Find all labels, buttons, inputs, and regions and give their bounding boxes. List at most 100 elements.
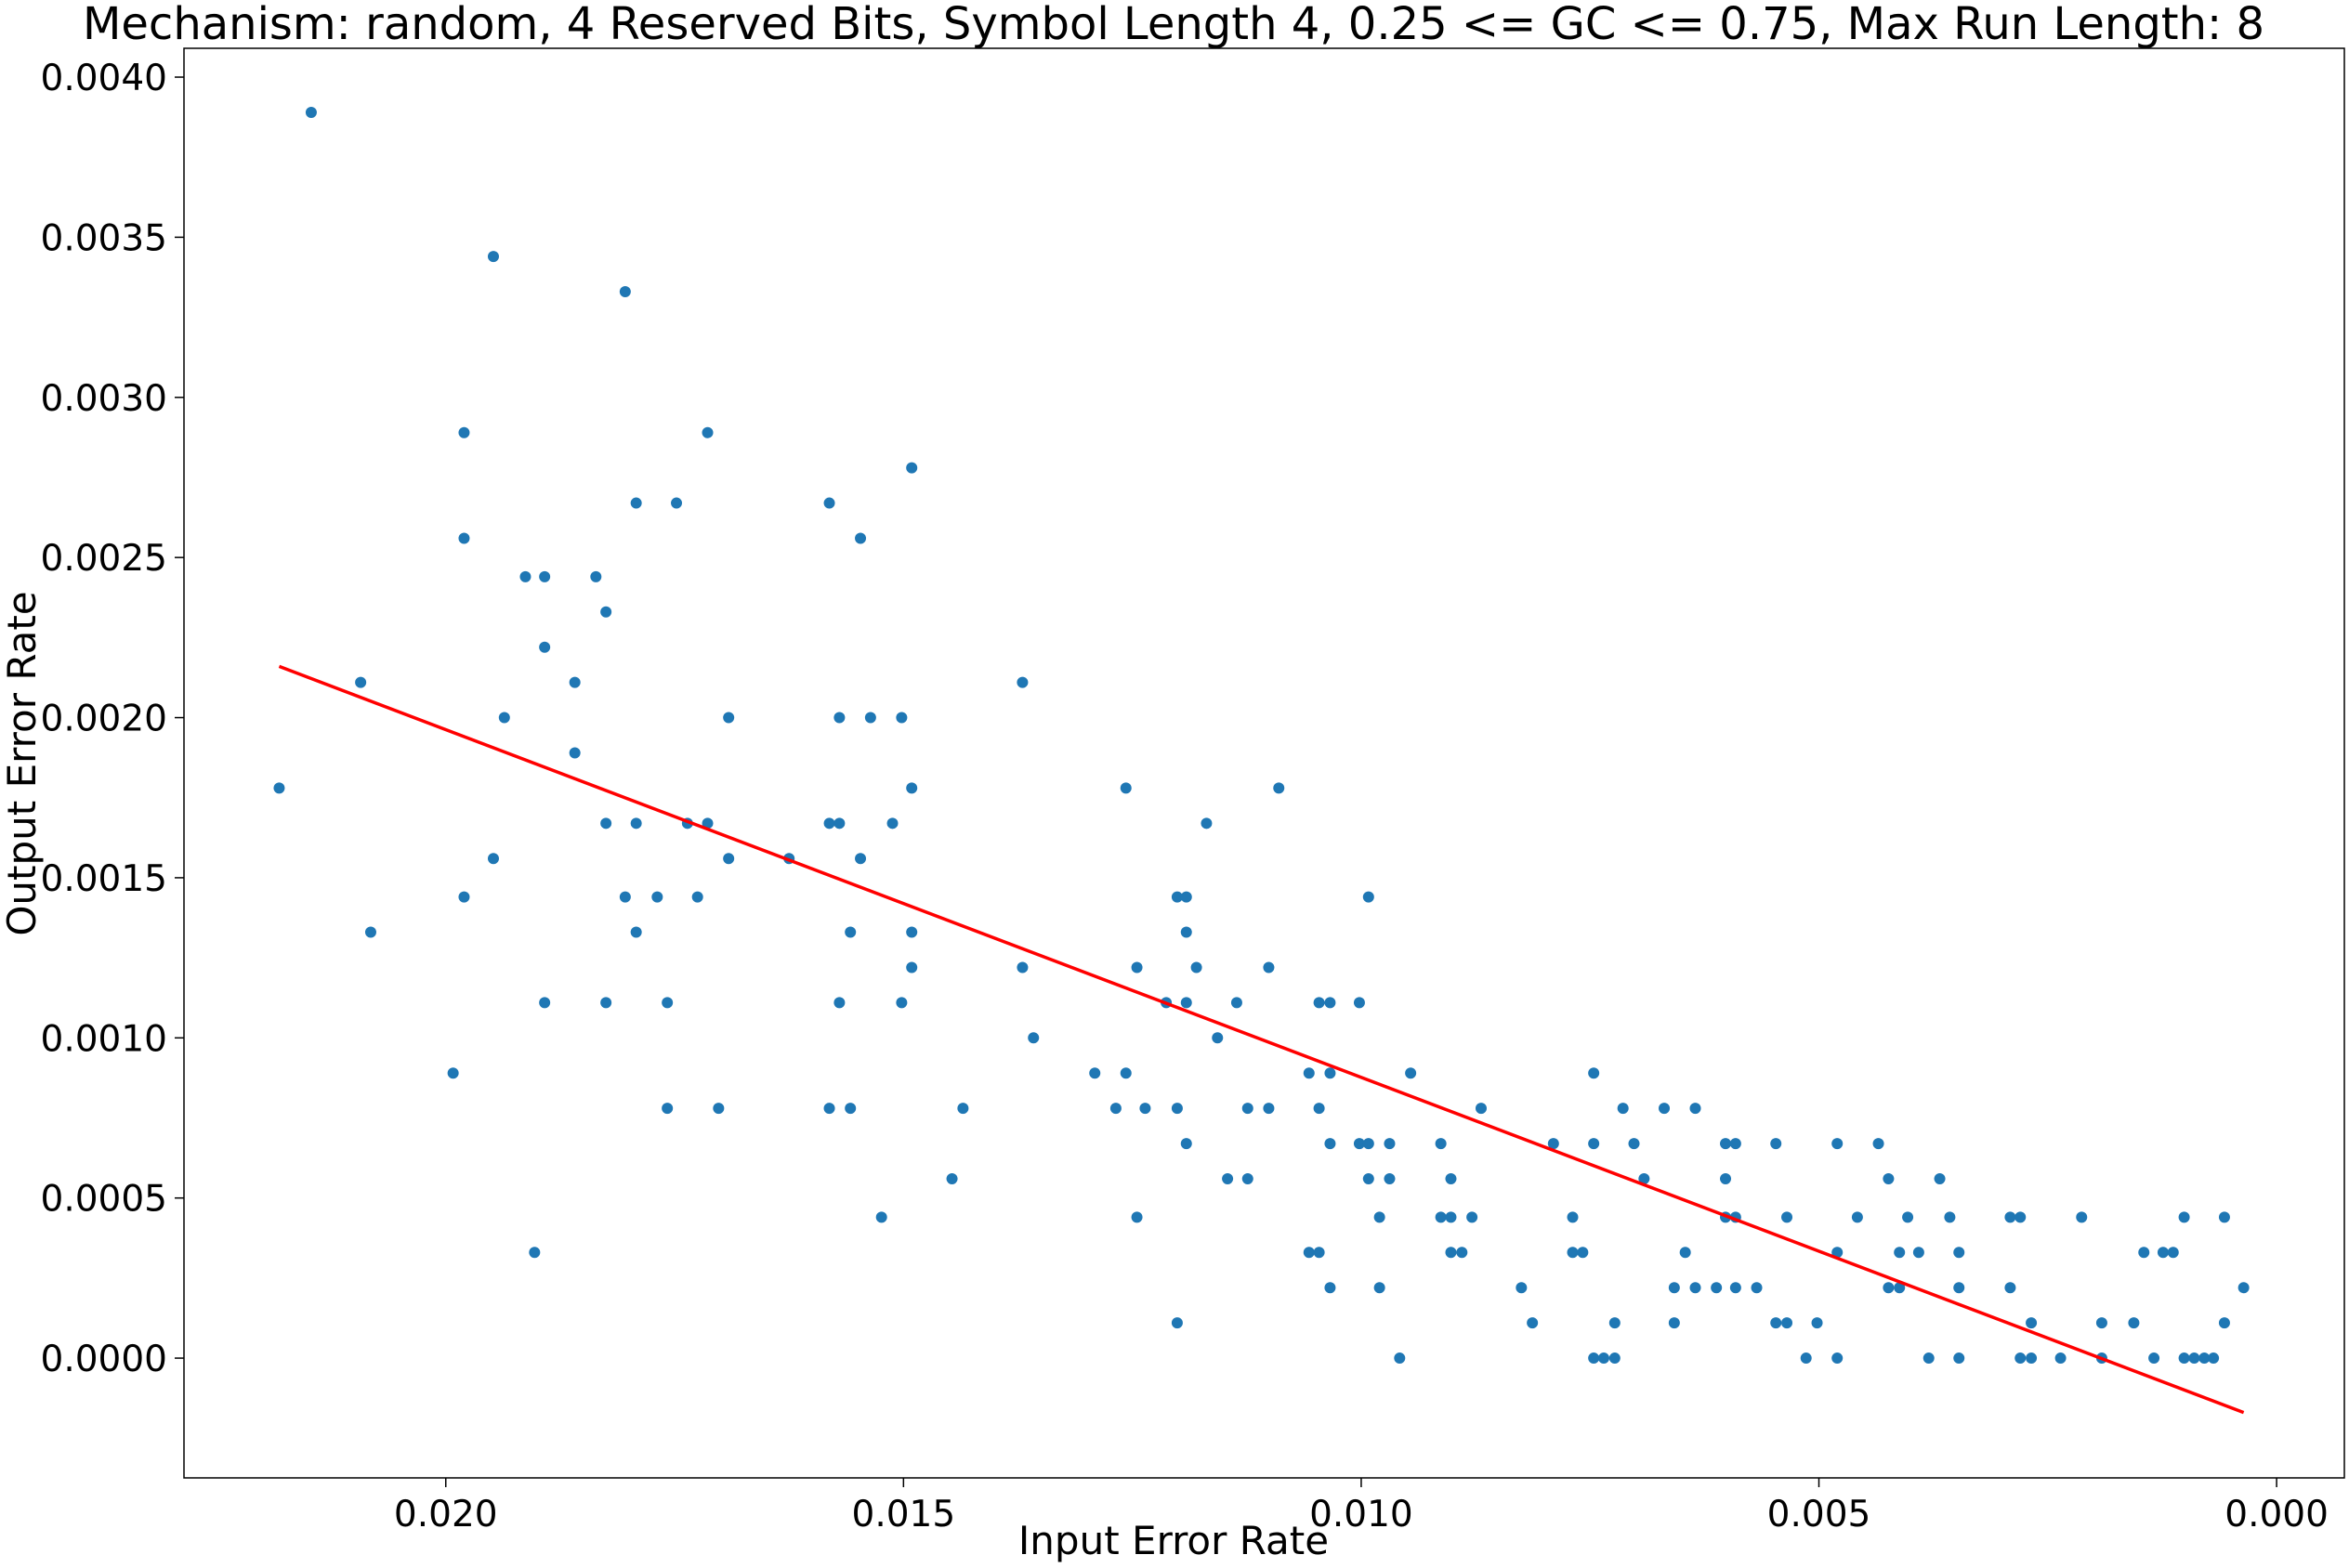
point [2138,1247,2150,1259]
point [2004,1282,2016,1294]
x-tick-label: 0.015 [852,1494,956,1535]
point [1567,1247,1579,1259]
point [1263,1103,1275,1115]
point [1241,1172,1253,1184]
point [691,891,703,903]
point [1711,1282,1723,1294]
point [1729,1138,1741,1150]
point [662,1103,674,1115]
point [2157,1247,2169,1259]
point [355,676,367,688]
point [539,641,551,653]
point [1017,961,1029,973]
point [1212,1032,1224,1044]
point [1180,1138,1192,1150]
point [1781,1211,1793,1223]
point [1800,1352,1812,1365]
point [1362,1138,1374,1150]
point [823,497,835,509]
x-tick-label: 0.010 [1309,1494,1413,1535]
point [1273,782,1285,794]
point [1527,1317,1539,1329]
point [1638,1172,1650,1184]
point [1324,1138,1336,1150]
point [1303,1067,1315,1079]
point [1171,1103,1183,1115]
point [590,570,602,582]
point [1668,1282,1680,1294]
y-tick-label: 0.0020 [41,699,167,740]
point [1770,1138,1782,1150]
point [600,997,612,1009]
x-axis-label: Input Error Rate [1018,1518,1329,1563]
x-tick-label: 0.000 [2224,1494,2329,1535]
point [702,817,714,830]
point [833,817,846,830]
point [2014,1352,2027,1365]
point [1394,1352,1406,1365]
x-tick-label: 0.020 [394,1494,498,1535]
point [1456,1247,1468,1259]
point [1384,1172,1396,1184]
point [2004,1211,2016,1223]
point [1953,1282,1965,1294]
point [1373,1282,1385,1294]
point [273,782,285,794]
point [1466,1211,1478,1223]
point [600,606,612,618]
point [1944,1211,1956,1223]
point [630,926,642,938]
plot-frame [183,47,2345,1479]
chart-title: Mechanism: random, 4 Reserved Bits, Symb… [83,0,2264,50]
point [1303,1247,1315,1259]
point [1324,1282,1336,1294]
y-tick-label: 0.0005 [41,1179,167,1221]
point [1770,1317,1782,1329]
point [600,817,612,830]
point [1679,1247,1691,1259]
point [2167,1247,2179,1259]
point [1171,891,1183,903]
point [2208,1352,2220,1365]
point [364,926,376,938]
point [305,106,317,118]
point [498,712,510,724]
point [2076,1211,2088,1223]
point [1516,1282,1528,1294]
point [1131,1211,1143,1223]
point [1597,1352,1609,1365]
y-tick-label: 0.0035 [41,217,167,259]
point [458,532,470,544]
point [1324,997,1336,1009]
point [1353,1138,1365,1150]
point [2218,1211,2230,1223]
point [1445,1172,1457,1184]
point [2178,1352,2190,1365]
point [1353,997,1365,1009]
point [1180,891,1192,903]
point [1588,1352,1600,1365]
point [651,891,663,903]
point [906,961,918,973]
point [1851,1211,1863,1223]
point [1567,1211,1579,1223]
point [855,532,867,544]
point [487,251,499,263]
point [1384,1138,1396,1150]
point [662,997,674,1009]
point [1659,1103,1671,1115]
point [1313,997,1325,1009]
point [845,1103,857,1115]
point [1089,1067,1101,1079]
point [1017,676,1029,688]
x-tick-label: 0.005 [1767,1494,1871,1535]
point [1263,961,1275,973]
point [569,747,581,759]
point [1222,1172,1234,1184]
point [1729,1282,1741,1294]
point [833,712,846,724]
point [1894,1247,1906,1259]
point [2095,1317,2107,1329]
point [1902,1211,1914,1223]
point [1180,926,1192,938]
